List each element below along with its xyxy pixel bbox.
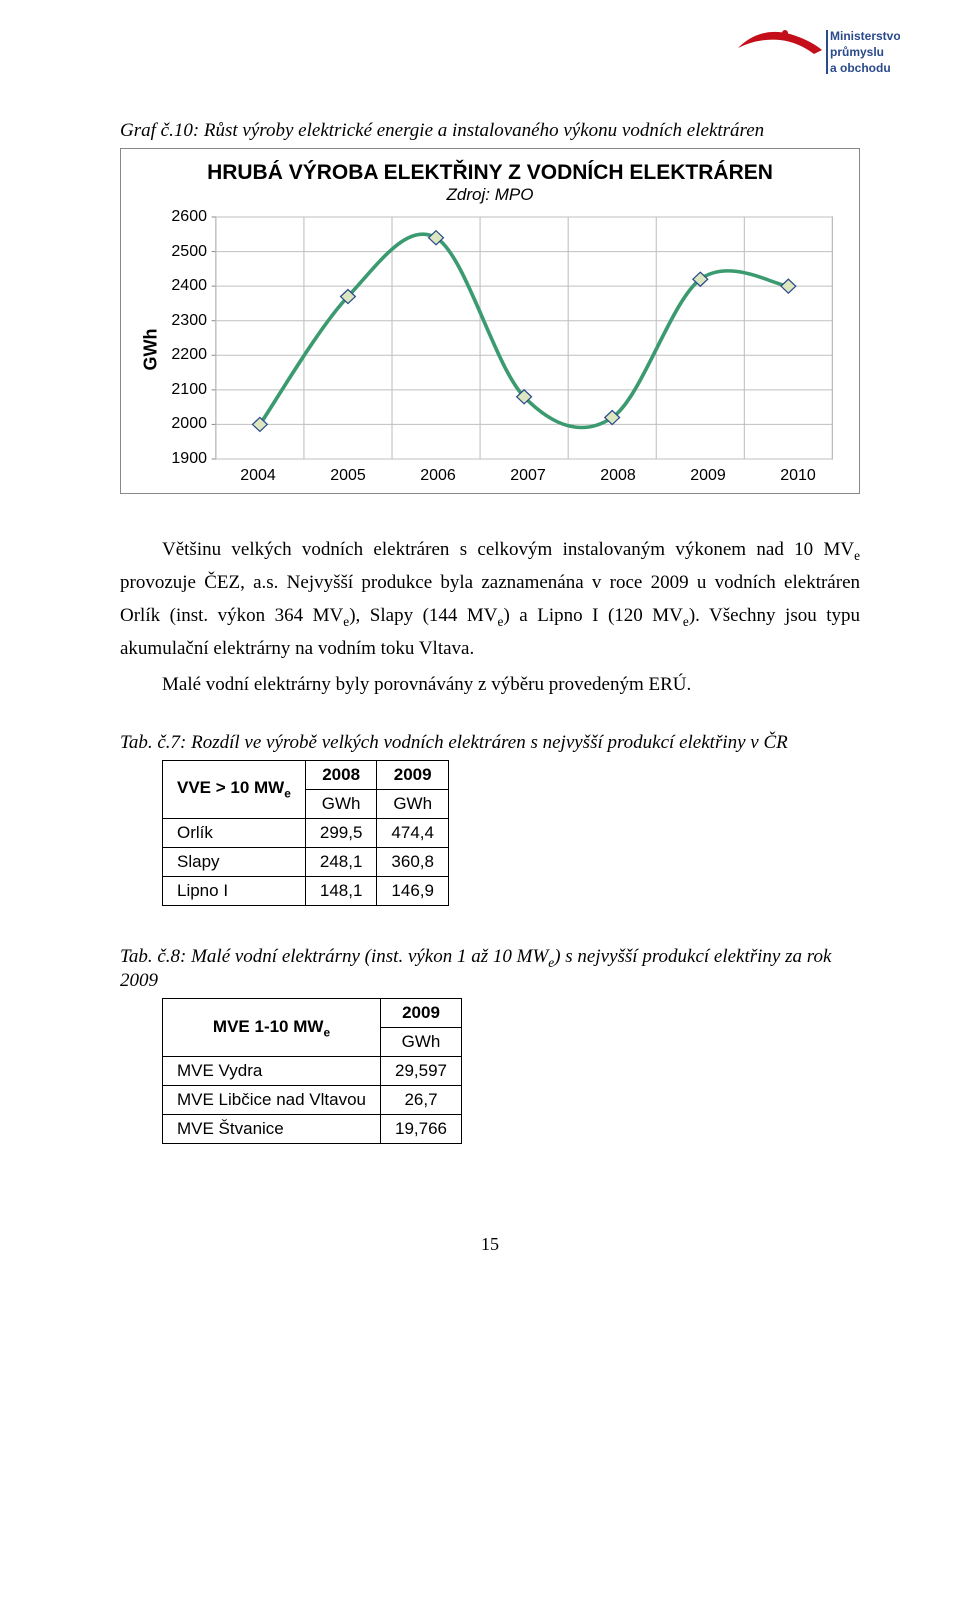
chart-ytick: 2200 xyxy=(171,346,207,364)
paragraph-2: Malé vodní elektrárny byly porovnávány z… xyxy=(120,669,860,701)
chart-xtick: 2008 xyxy=(573,467,663,485)
table-mve: MVE 1-10 MWe 2009 GWh MVE Vydra 29,597 M… xyxy=(162,998,462,1144)
logo-svg: Ministerstvo průmyslu a obchodu xyxy=(730,20,900,80)
chart-xtick: 2005 xyxy=(303,467,393,485)
chart-svg xyxy=(165,213,843,463)
table1-r1-v1: 360,8 xyxy=(377,847,449,876)
chart-ytick: 2600 xyxy=(171,208,207,226)
chart-ytick: 1900 xyxy=(171,450,207,468)
table2-r2-v0: 19,766 xyxy=(381,1115,462,1144)
chart-ytick: 2500 xyxy=(171,243,207,261)
chart-xtick: 2004 xyxy=(213,467,303,485)
chart-area: GWh 26002500240023002200210020001900 200… xyxy=(137,213,843,485)
chart-xtick: 2009 xyxy=(663,467,753,485)
table2-r0-v0: 29,597 xyxy=(381,1057,462,1086)
table1-r2-name: Lipno I xyxy=(163,876,306,905)
chart-ytick: 2000 xyxy=(171,415,207,433)
table-row: MVE 1-10 MWe 2009 xyxy=(163,999,462,1028)
table1-r0-name: Orlík xyxy=(163,818,306,847)
table1-unit-0: GWh xyxy=(305,789,377,818)
chart-subtitle: Zdroj: MPO xyxy=(137,185,843,205)
table1-r2-v1: 146,9 xyxy=(377,876,449,905)
chart-ylabel: GWh xyxy=(137,213,165,485)
page: Ministerstvo průmyslu a obchodu Graf č.1… xyxy=(0,0,960,1295)
table2-col-0: 2009 xyxy=(381,999,462,1028)
chart-title: HRUBÁ VÝROBA ELEKTŘINY Z VODNÍCH ELEKTRÁ… xyxy=(137,161,843,185)
table1-col-0: 2008 xyxy=(305,760,377,789)
table2-r1-name: MVE Libčice nad Vltavou xyxy=(163,1086,381,1115)
logo-text-1: Ministerstvo xyxy=(830,29,900,43)
chart-xtick: 2007 xyxy=(483,467,573,485)
table-row: MVE Štvanice 19,766 xyxy=(163,1115,462,1144)
chart-plot: 26002500240023002200210020001900 xyxy=(165,213,843,463)
chart-container: HRUBÁ VÝROBA ELEKTŘINY Z VODNÍCH ELEKTRÁ… xyxy=(120,148,860,494)
table-row: Slapy 248,1 360,8 xyxy=(163,847,449,876)
table2-r1-v0: 26,7 xyxy=(381,1086,462,1115)
table-row: Orlík 299,5 474,4 xyxy=(163,818,449,847)
table2-r0-name: MVE Vydra xyxy=(163,1057,381,1086)
logo-text-3: a obchodu xyxy=(830,61,891,75)
table1-r0-v1: 474,4 xyxy=(377,818,449,847)
table-row: MVE Vydra 29,597 xyxy=(163,1057,462,1086)
table1-col-1: 2009 xyxy=(377,760,449,789)
table1-r1-name: Slapy xyxy=(163,847,306,876)
table-vve: VVE > 10 MWe 2008 2009 GWh GWh Orlík 299… xyxy=(162,760,449,906)
chart-ytick: 2400 xyxy=(171,277,207,295)
logo-text-2: průmyslu xyxy=(830,45,884,59)
paragraph-1: Většinu velkých vodních elektráren s cel… xyxy=(120,534,860,665)
table1-r0-v0: 299,5 xyxy=(305,818,377,847)
chart-xtick: 2006 xyxy=(393,467,483,485)
body-paragraphs: Většinu velkých vodních elektráren s cel… xyxy=(120,534,860,702)
chart-xtick: 2010 xyxy=(753,467,843,485)
table2-r2-name: MVE Štvanice xyxy=(163,1115,381,1144)
table1-caption: Tab. č.7: Rozdíl ve výrobě velkých vodní… xyxy=(120,732,860,754)
chart-ytick: 2100 xyxy=(171,381,207,399)
table-row: VVE > 10 MWe 2008 2009 xyxy=(163,760,449,789)
table1-header-label: VVE > 10 MWe xyxy=(163,760,306,818)
table1-r2-v0: 148,1 xyxy=(305,876,377,905)
chart-ytick: 2300 xyxy=(171,312,207,330)
chart-xticks: 2004200520062007200820092010 xyxy=(213,467,843,485)
table1-r1-v0: 248,1 xyxy=(305,847,377,876)
ministry-logo: Ministerstvo průmyslu a obchodu xyxy=(730,20,900,85)
chart-plot-wrap: 26002500240023002200210020001900 2004200… xyxy=(165,213,843,485)
table2-unit-0: GWh xyxy=(381,1028,462,1057)
chart-yticks: 26002500240023002200210020001900 xyxy=(165,213,211,463)
table-row: MVE Libčice nad Vltavou 26,7 xyxy=(163,1086,462,1115)
chart-caption: Graf č.10: Růst výroby elektrické energi… xyxy=(120,120,860,142)
page-number: 15 xyxy=(120,1234,860,1255)
table2-caption: Tab. č.8: Malé vodní elektrárny (inst. v… xyxy=(120,946,860,993)
table1-unit-1: GWh xyxy=(377,789,449,818)
table-row: Lipno I 148,1 146,9 xyxy=(163,876,449,905)
table2-header-label: MVE 1-10 MWe xyxy=(163,999,381,1057)
